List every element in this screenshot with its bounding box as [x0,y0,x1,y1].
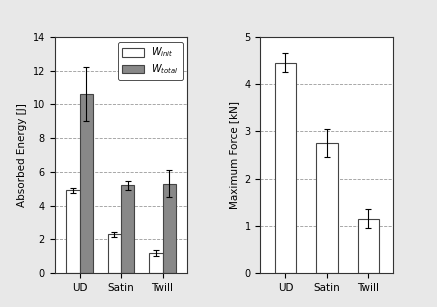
Y-axis label: Maximum Force [kN]: Maximum Force [kN] [229,101,239,209]
Legend: $W_{init}$, $W_{total}$: $W_{init}$, $W_{total}$ [118,42,183,80]
Bar [358,219,379,273]
Bar [275,63,296,273]
Bar [121,185,134,273]
Bar [163,184,176,273]
Bar [149,253,163,273]
Bar [316,143,337,273]
Bar [108,235,121,273]
Y-axis label: Absorbed Energy [J]: Absorbed Energy [J] [17,103,27,207]
Bar [66,190,80,273]
Bar [80,94,93,273]
